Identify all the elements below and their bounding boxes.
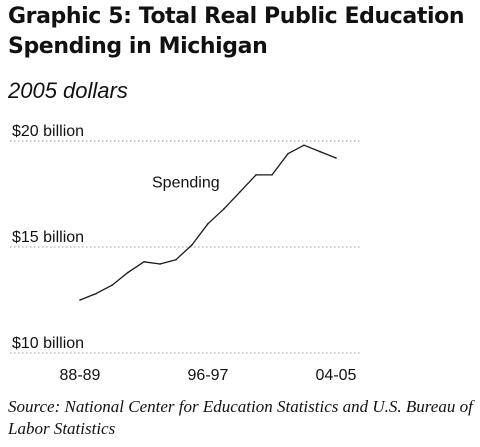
- y-tick-label: $20 billion: [12, 123, 84, 140]
- line-chart: $20 billion $15 billion $10 billion 88-89 96…: [10, 123, 362, 384]
- data-point: [255, 174, 257, 176]
- data-point: [159, 263, 161, 265]
- y-tick-label: $10 billion: [12, 335, 84, 352]
- chart-title: Graphic 5: Total Real Public Education S…: [8, 4, 465, 59]
- series-line-spending: [79, 144, 337, 301]
- data-point: [175, 258, 177, 261]
- data-point: [239, 191, 241, 193]
- data-point: [95, 292, 97, 295]
- x-tick-label: 88-89: [60, 367, 101, 384]
- series-label-spending: Spending: [152, 175, 220, 192]
- data-point: [271, 174, 273, 176]
- data-point: [335, 157, 337, 159]
- source-note: Source: National Center for Education St…: [8, 397, 473, 438]
- chart-area: $20 billion $15 billion $10 billion 88-89 96…: [0, 110, 480, 390]
- y-tick-label: $15 billion: [12, 229, 84, 246]
- x-tick-label: 96-97: [188, 367, 229, 384]
- data-point: [127, 271, 129, 274]
- x-tick-label: 04-05: [316, 367, 357, 384]
- data-point: [319, 150, 321, 153]
- data-point: [79, 299, 81, 301]
- data-point: [111, 284, 113, 286]
- data-point: [143, 261, 145, 263]
- data-point: [191, 244, 193, 246]
- data-point: [303, 144, 305, 147]
- data-point: [207, 222, 209, 225]
- data-point: [223, 208, 225, 210]
- chart-subtitle: 2005 dollars: [8, 78, 128, 103]
- data-point: [287, 152, 289, 155]
